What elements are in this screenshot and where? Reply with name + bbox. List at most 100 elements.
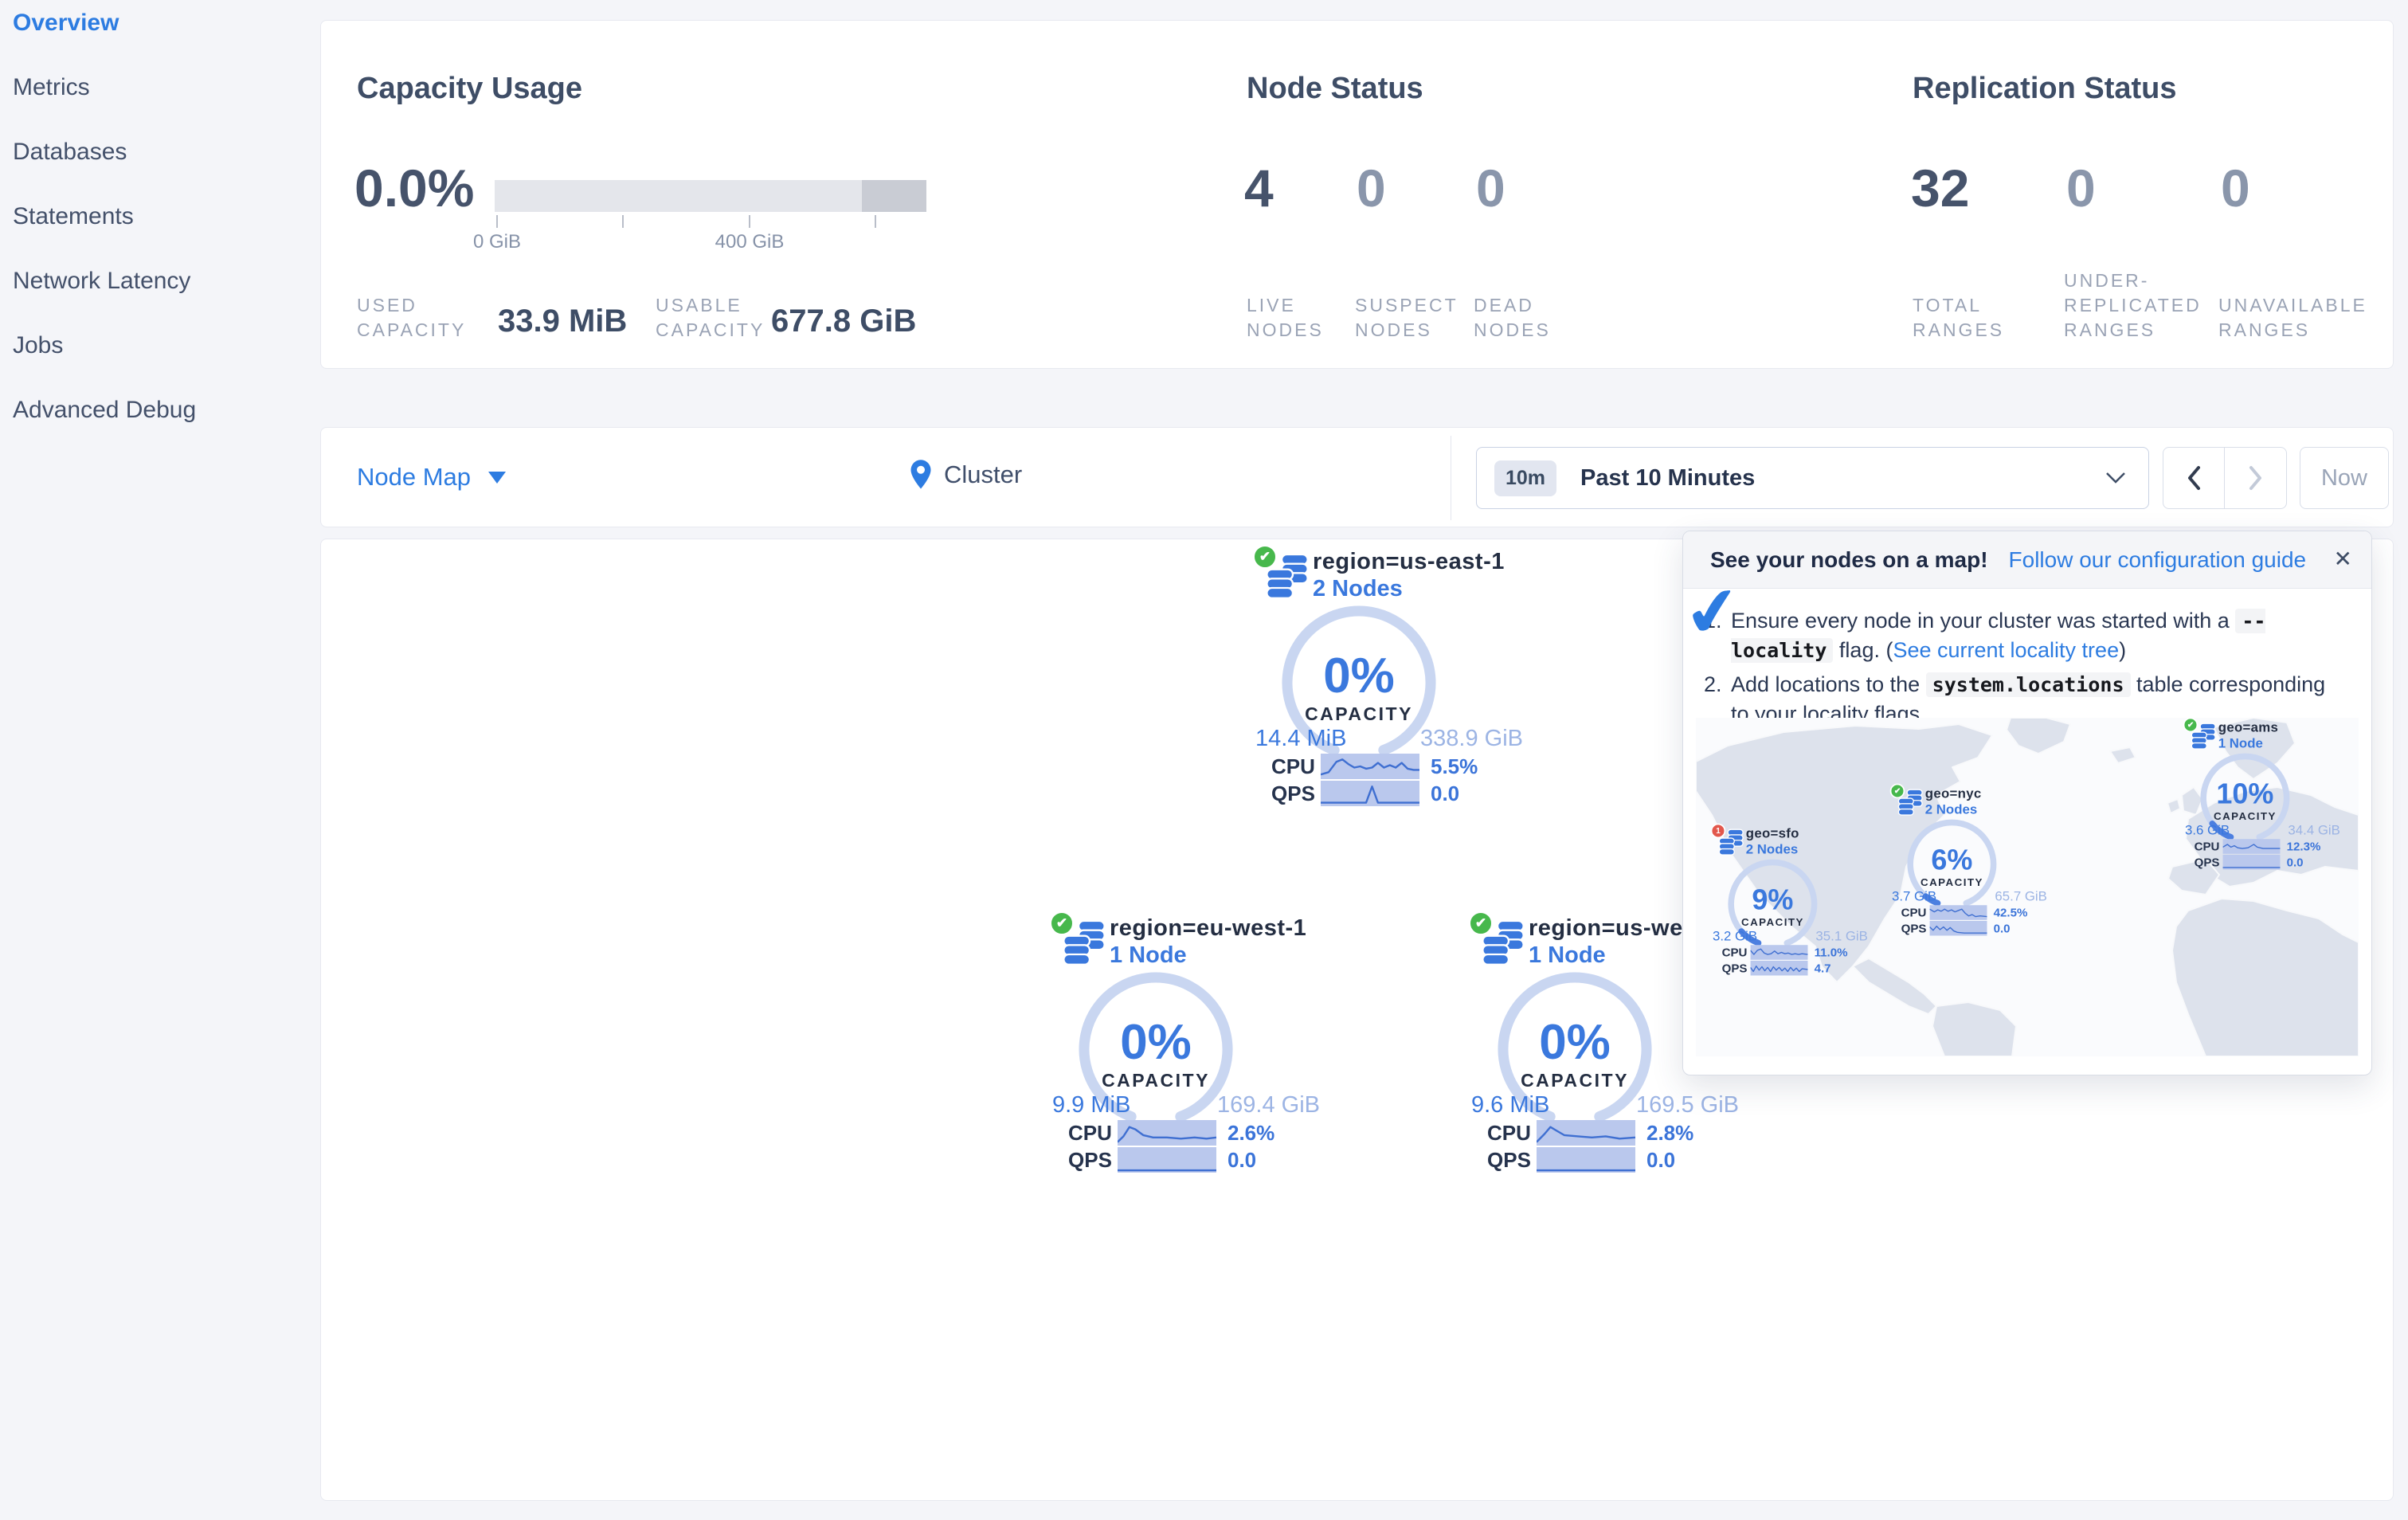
- used-capacity: 3.6 GiB: [2185, 822, 2230, 838]
- capacity-arc-gauge: [1498, 972, 1652, 1122]
- warning-count-badge: 1: [1710, 823, 1726, 839]
- locality-name: geo=sfo: [1745, 826, 1799, 841]
- time-back-button[interactable]: [2163, 448, 2225, 508]
- total-capacity: 169.4 GiB: [1217, 1092, 1320, 1118]
- step-number: 1.: [1704, 609, 1722, 633]
- cpu-sparkline: [1750, 945, 1808, 960]
- healthy-status-icon: ✔: [1889, 783, 1905, 799]
- gauge-tick: [875, 215, 876, 228]
- healthy-status-icon: ✔: [1252, 544, 1278, 570]
- database-stack-icon: [1063, 919, 1106, 966]
- locality-node-us-west-1: ✔ region=us-west-1 1 Node 0% CAPACITY 9.…: [1468, 911, 1739, 1177]
- cpu-label: CPU: [1721, 945, 1748, 959]
- now-button[interactable]: Now: [2300, 447, 2389, 509]
- capacity-caption: CAPACITY: [1740, 915, 1804, 928]
- sidebar-item-advanced-debug[interactable]: Advanced Debug: [13, 397, 197, 423]
- total-capacity: 34.4 GiB: [2288, 822, 2340, 838]
- capacity-arc-gauge: [1282, 605, 1436, 756]
- database-stack-icon: [1897, 789, 1923, 816]
- map-pin-icon: [910, 460, 931, 489]
- preview-node-geo-ams: ✔ geo=ams 1 Node 10% CAPACITY 3.6 GiB 34…: [2183, 718, 2340, 872]
- qps-value: 0.0: [1431, 781, 1460, 805]
- used-capacity-value: 33.9 MiB: [498, 304, 628, 339]
- database-stack-icon: [1482, 919, 1525, 966]
- view-selector-dropdown[interactable]: Node Map: [357, 463, 507, 492]
- cluster-summary-card: Capacity Usage 0.0% 0 GiB 400 GiB USED C…: [320, 20, 2394, 369]
- total-ranges-label: TOTAL RANGES: [1913, 295, 2005, 340]
- suspect-nodes-value: 0: [1357, 159, 1386, 217]
- gauge-tick-label-400: 400 GiB: [715, 231, 785, 253]
- locality-name: geo=ams: [2218, 720, 2279, 735]
- configuration-guide-link[interactable]: Follow our configuration guide: [2008, 546, 2307, 572]
- qps-sparkline: [1537, 1147, 1635, 1173]
- time-forward-button[interactable]: [2225, 448, 2286, 508]
- sidebar-item-overview[interactable]: Overview: [13, 10, 119, 36]
- suspect-nodes-label: SUSPECT NODES: [1355, 295, 1459, 340]
- popup-title: See your nodes on a map!: [1710, 546, 1988, 572]
- locality-node-count: 1 Node: [2218, 735, 2263, 751]
- locality-node-count-link[interactable]: 1 Node: [1110, 942, 1187, 968]
- step-number: 2.: [1704, 672, 1722, 696]
- capacity-usage-title: Capacity Usage: [357, 72, 583, 105]
- node-map-preview: 1 geo=sfo 2 Nodes 9% CAPACITY 3.2 GiB 35…: [1696, 718, 2359, 1056]
- breadcrumb[interactable]: Cluster: [909, 458, 1022, 492]
- replication-status-title: Replication Status: [1913, 72, 2177, 105]
- cpu-value: 42.5%: [1993, 905, 2028, 919]
- qps-label: QPS: [1068, 1147, 1112, 1172]
- qps-sparkline: [1118, 1147, 1216, 1173]
- cpu-sparkline: [1118, 1120, 1216, 1146]
- locality-node-count-link[interactable]: 1 Node: [1529, 942, 1606, 968]
- node-map-config-popup: See your nodes on a map! Follow our conf…: [1680, 531, 2372, 1075]
- sidebar-item-jobs[interactable]: Jobs: [13, 332, 64, 358]
- capacity-percent: 0%: [1539, 1015, 1611, 1070]
- time-range-value: Past 10 Minutes: [1580, 464, 1756, 491]
- capacity-percent: 6%: [1931, 844, 1973, 876]
- locality-node-count: 2 Nodes: [1924, 801, 1978, 817]
- capacity-caption: CAPACITY: [2213, 809, 2277, 822]
- cpu-label: CPU: [1487, 1120, 1531, 1145]
- capacity-arc-gauge: [1079, 972, 1233, 1122]
- qps-value: 0.0: [1993, 921, 2011, 935]
- time-pager: [2163, 447, 2287, 509]
- capacity-caption: CAPACITY: [1920, 876, 1983, 888]
- capacity-gauge: 0 GiB 400 GiB: [473, 180, 926, 253]
- capacity-percent: 0%: [1120, 1015, 1192, 1070]
- live-nodes-value: 4: [1244, 159, 1274, 217]
- qps-value: 4.7: [1814, 961, 1831, 975]
- time-range-select[interactable]: 10m Past 10 Minutes: [1476, 447, 2149, 509]
- gauge-tick: [622, 215, 624, 228]
- cpu-sparkline: [2222, 839, 2281, 854]
- used-capacity: 9.6 MiB: [1471, 1092, 1550, 1118]
- preview-node-geo-sfo: 1 geo=sfo 2 Nodes 9% CAPACITY 3.2 GiB 35…: [1710, 823, 1868, 977]
- close-icon[interactable]: ✕: [2333, 546, 2352, 571]
- caret-down-icon: [488, 471, 507, 484]
- sidebar-item-network-latency[interactable]: Network Latency: [13, 268, 191, 294]
- qps-value: 0.0: [1227, 1147, 1257, 1172]
- map-toolbar: Node Map Cluster 10m Past 10 Minutes Now: [320, 427, 2394, 527]
- locality-name: region=us-east-1: [1313, 549, 1505, 574]
- locality-node-us-east-1: ✔ region=us-east-1 2 Nodes 0% CAPACITY 1…: [1252, 544, 1523, 810]
- healthy-status-icon: ✔: [1049, 911, 1075, 936]
- used-capacity-label: USED CAPACITY: [357, 295, 467, 340]
- sidebar-item-databases[interactable]: Databases: [13, 139, 127, 165]
- gauge-tick-label-0: 0 GiB: [472, 231, 522, 253]
- database-stack-icon: [1266, 553, 1309, 599]
- qps-value: 0.0: [1646, 1147, 1676, 1172]
- sidebar-item-statements[interactable]: Statements: [13, 203, 134, 229]
- system-locations-code: system.locations: [1925, 672, 2131, 697]
- sidebar-item-metrics[interactable]: Metrics: [13, 74, 90, 100]
- total-capacity: 65.7 GiB: [1995, 888, 2047, 904]
- live-nodes-label: LIVE NODES: [1247, 295, 1324, 340]
- database-stack-icon: [1718, 829, 1744, 856]
- qps-sparkline: [1750, 960, 1808, 976]
- qps-sparkline: [2222, 854, 2281, 870]
- qps-sparkline: [1929, 920, 1987, 936]
- capacity-arc-gauge: [1728, 859, 1818, 946]
- qps-label: QPS: [2194, 855, 2220, 869]
- cpu-label: CPU: [1901, 905, 1927, 919]
- locality-tree-link[interactable]: See current locality tree: [1893, 638, 2120, 662]
- locality-node-count-link[interactable]: 2 Nodes: [1313, 576, 1403, 601]
- capacity-arc-gauge: [1907, 819, 1997, 907]
- preview-node-geo-nyc: ✔ geo=nyc 2 Nodes 6% CAPACITY 3.7 GiB 65…: [1889, 783, 2047, 938]
- total-capacity: 169.5 GiB: [1636, 1092, 1739, 1118]
